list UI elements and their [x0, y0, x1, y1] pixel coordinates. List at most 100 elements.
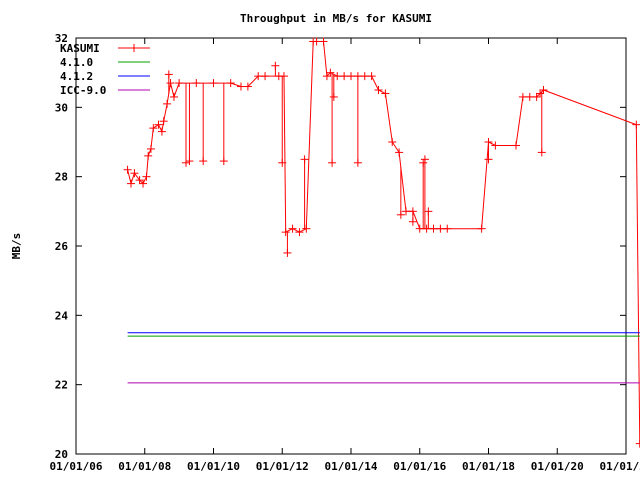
data-point	[261, 72, 270, 81]
data-point	[166, 79, 175, 88]
spike-point	[353, 158, 362, 167]
spike-point	[219, 157, 228, 166]
spike-point	[328, 158, 337, 167]
series-layer	[123, 37, 640, 448]
x-tick-label: 01/01/16	[393, 460, 446, 473]
spike-point	[278, 158, 287, 167]
data-point	[381, 89, 390, 98]
data-point	[402, 207, 410, 216]
spike-point	[164, 70, 173, 79]
spike-point	[182, 158, 190, 167]
data-point	[395, 148, 404, 157]
x-tick-label: 01/01/10	[187, 460, 240, 473]
data-point	[154, 120, 163, 129]
data-point	[254, 72, 263, 81]
plot-frame	[75, 37, 627, 455]
data-point	[127, 179, 135, 188]
data-point	[237, 82, 245, 91]
data-point	[144, 151, 153, 160]
data-point	[175, 79, 184, 88]
data-point	[477, 224, 486, 233]
data-point	[388, 138, 397, 146]
x-tick-label: 01/01/20	[531, 460, 584, 473]
chart-title: Throughput in MB/s for KASUMI	[240, 12, 432, 25]
legend-label: ICC-9.0	[60, 84, 106, 97]
data-point	[632, 120, 640, 129]
data-point	[635, 439, 640, 448]
data-point	[512, 141, 520, 150]
y-tick-label: 20	[55, 448, 68, 461]
y-tick-label: 28	[55, 171, 68, 184]
legend-label: 4.1.0	[60, 56, 93, 69]
data-point	[429, 224, 438, 233]
data-point	[436, 224, 445, 233]
data-point	[539, 86, 548, 94]
data-point	[157, 127, 166, 136]
legend-label: 4.1.2	[60, 70, 93, 83]
x-tick-label: 01/01/14	[325, 460, 378, 473]
spike-point	[283, 248, 292, 257]
y-tick-label: 30	[55, 101, 68, 114]
data-point	[302, 224, 311, 233]
data-point	[536, 89, 545, 98]
spike-point	[408, 217, 417, 226]
spike-point	[419, 158, 428, 167]
y-axis-label: MB/s	[10, 233, 23, 260]
data-point	[422, 224, 431, 233]
data-point	[243, 82, 252, 91]
y-tick-label: 24	[55, 309, 69, 322]
x-tick-label: 01/01/22	[600, 460, 640, 473]
data-point	[326, 68, 335, 77]
data-point	[123, 165, 132, 174]
x-ticks: 01/01/06 01/01/08 01/01/10 01/01/12 01/01/14…	[50, 38, 640, 473]
data-point	[226, 79, 235, 88]
data-point	[312, 37, 321, 46]
data-point	[288, 224, 297, 233]
data-point	[340, 72, 349, 81]
data-point	[360, 72, 369, 81]
spike-point	[537, 148, 546, 157]
data-point	[135, 176, 144, 185]
data-point	[139, 179, 148, 188]
y-tick-label: 26	[55, 240, 69, 253]
data-point	[525, 92, 534, 101]
data-point	[209, 79, 218, 88]
spike-point	[300, 155, 309, 164]
spike-point	[396, 210, 405, 219]
data-point	[146, 144, 155, 153]
data-point	[279, 72, 288, 81]
data-point	[491, 141, 500, 150]
y-tick-label: 32	[55, 32, 68, 45]
data-point	[518, 92, 527, 101]
data-point	[130, 169, 139, 178]
legend-marker	[130, 44, 138, 52]
data-point	[142, 172, 151, 181]
x-tick-label: 01/01/12	[256, 460, 309, 473]
legend-label: KASUMI	[60, 42, 100, 55]
data-point	[532, 92, 541, 101]
y-tick-label: 22	[55, 379, 68, 392]
data-point	[319, 37, 328, 46]
data-point	[159, 117, 168, 126]
data-point	[415, 224, 424, 233]
spike-point	[271, 61, 280, 70]
spike-point	[420, 155, 429, 164]
data-point	[169, 92, 178, 101]
x-tick-label: 01/01/08	[118, 460, 171, 473]
data-point	[149, 124, 158, 133]
data-point	[295, 228, 304, 237]
y-ticks: 20 22 24 26 28 30 32	[55, 32, 626, 461]
spike-point	[329, 92, 338, 101]
spike-point	[424, 207, 433, 216]
spike-point	[199, 157, 208, 166]
data-point	[322, 72, 331, 81]
data-point	[374, 86, 383, 94]
spike-point	[185, 157, 194, 166]
data-point	[192, 79, 201, 88]
data-point	[281, 228, 290, 237]
spike-point	[484, 155, 493, 164]
data-point	[163, 99, 172, 108]
data-point	[347, 72, 355, 81]
